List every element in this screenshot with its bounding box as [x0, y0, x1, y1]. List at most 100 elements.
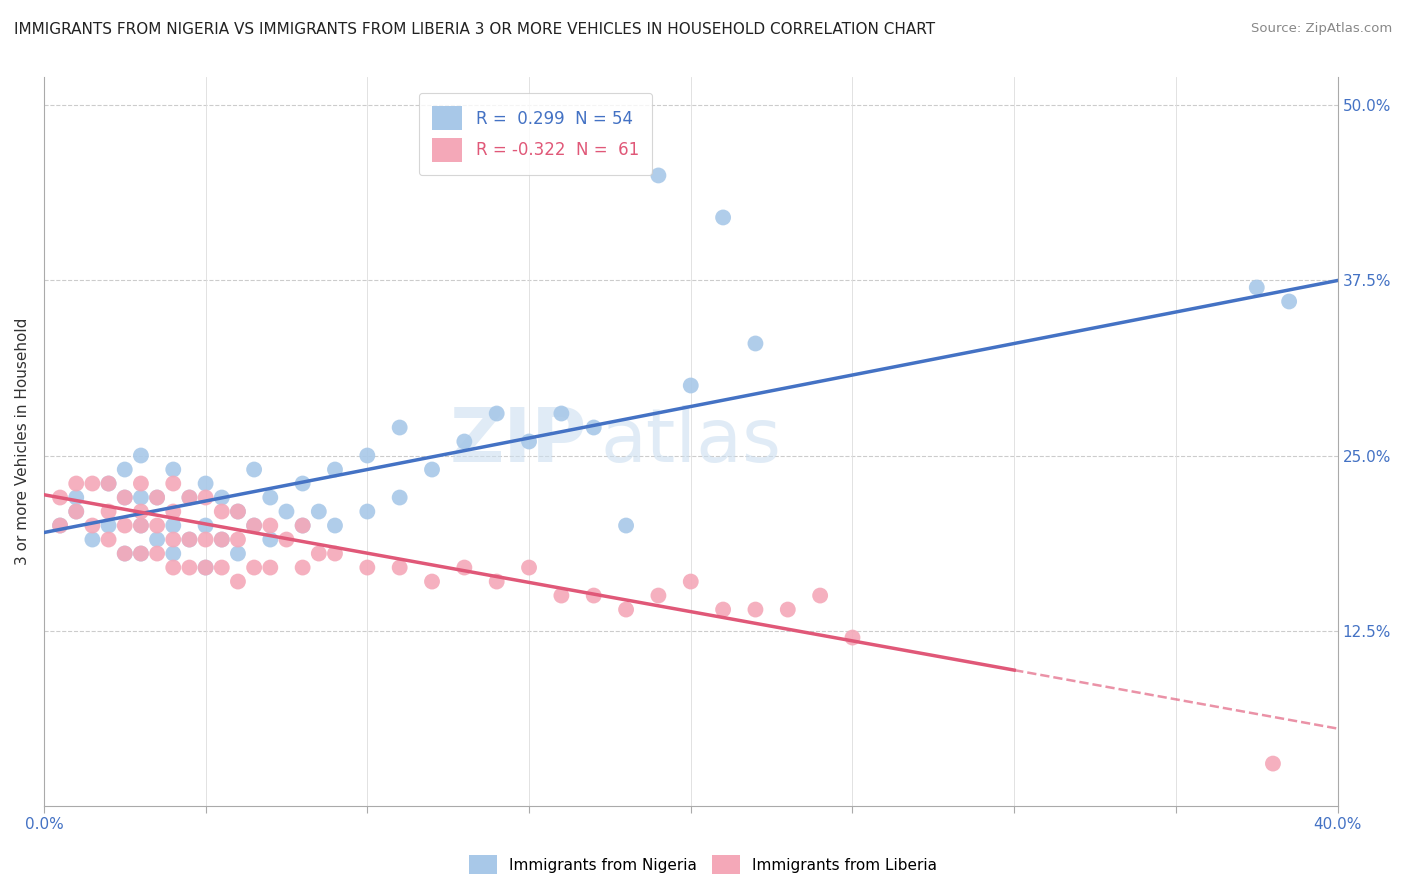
Point: [162, 533, 184, 547]
Point: [162, 560, 184, 574]
Point: [243, 560, 266, 574]
Point: [679, 574, 702, 589]
Point: [226, 574, 249, 589]
Point: [211, 533, 233, 547]
Point: [259, 491, 281, 505]
Point: [388, 560, 411, 574]
Point: [323, 547, 346, 561]
Point: [259, 560, 281, 574]
Point: [162, 547, 184, 561]
Point: [179, 560, 201, 574]
Point: [146, 533, 169, 547]
Text: atlas: atlas: [600, 405, 782, 478]
Point: [453, 560, 475, 574]
Point: [162, 476, 184, 491]
Point: [485, 574, 508, 589]
Point: [356, 560, 378, 574]
Point: [1246, 280, 1268, 294]
Point: [243, 518, 266, 533]
Point: [291, 560, 314, 574]
Text: ZIP: ZIP: [450, 405, 588, 478]
Point: [647, 589, 669, 603]
Point: [291, 476, 314, 491]
Point: [291, 518, 314, 533]
Point: [517, 560, 540, 574]
Point: [808, 589, 831, 603]
Point: [276, 504, 298, 518]
Point: [291, 518, 314, 533]
Point: [226, 504, 249, 518]
Point: [97, 518, 120, 533]
Point: [114, 462, 136, 476]
Point: [243, 518, 266, 533]
Point: [162, 504, 184, 518]
Point: [146, 547, 169, 561]
Point: [308, 547, 330, 561]
Point: [97, 533, 120, 547]
Text: Source: ZipAtlas.com: Source: ZipAtlas.com: [1251, 22, 1392, 36]
Point: [420, 462, 443, 476]
Point: [776, 602, 799, 616]
Point: [129, 504, 152, 518]
Point: [129, 547, 152, 561]
Point: [388, 491, 411, 505]
Point: [259, 533, 281, 547]
Point: [1261, 756, 1284, 771]
Point: [129, 491, 152, 505]
Point: [162, 462, 184, 476]
Point: [49, 518, 72, 533]
Point: [550, 589, 572, 603]
Point: [744, 602, 766, 616]
Point: [1278, 294, 1301, 309]
Point: [388, 420, 411, 434]
Point: [82, 476, 104, 491]
Point: [49, 518, 72, 533]
Point: [129, 476, 152, 491]
Point: [129, 449, 152, 463]
Point: [114, 518, 136, 533]
Point: [146, 491, 169, 505]
Point: [356, 449, 378, 463]
Point: [226, 547, 249, 561]
Point: [226, 504, 249, 518]
Point: [129, 518, 152, 533]
Legend: R =  0.299  N = 54, R = -0.322  N =  61: R = 0.299 N = 54, R = -0.322 N = 61: [419, 93, 652, 175]
Point: [323, 518, 346, 533]
Point: [679, 378, 702, 392]
Point: [582, 420, 605, 434]
Point: [65, 476, 87, 491]
Point: [308, 504, 330, 518]
Point: [194, 518, 217, 533]
Point: [211, 533, 233, 547]
Point: [211, 491, 233, 505]
Point: [146, 491, 169, 505]
Point: [179, 533, 201, 547]
Point: [614, 602, 637, 616]
Point: [194, 533, 217, 547]
Point: [243, 462, 266, 476]
Point: [65, 491, 87, 505]
Y-axis label: 3 or more Vehicles in Household: 3 or more Vehicles in Household: [15, 318, 30, 566]
Point: [744, 336, 766, 351]
Point: [194, 560, 217, 574]
Point: [550, 407, 572, 421]
Point: [114, 547, 136, 561]
Point: [323, 462, 346, 476]
Point: [194, 476, 217, 491]
Point: [711, 602, 734, 616]
Point: [259, 518, 281, 533]
Point: [647, 169, 669, 183]
Point: [711, 211, 734, 225]
Point: [179, 491, 201, 505]
Point: [211, 504, 233, 518]
Point: [49, 491, 72, 505]
Point: [179, 533, 201, 547]
Point: [114, 547, 136, 561]
Point: [65, 504, 87, 518]
Point: [179, 491, 201, 505]
Point: [146, 518, 169, 533]
Point: [194, 491, 217, 505]
Point: [82, 518, 104, 533]
Point: [420, 574, 443, 589]
Point: [97, 504, 120, 518]
